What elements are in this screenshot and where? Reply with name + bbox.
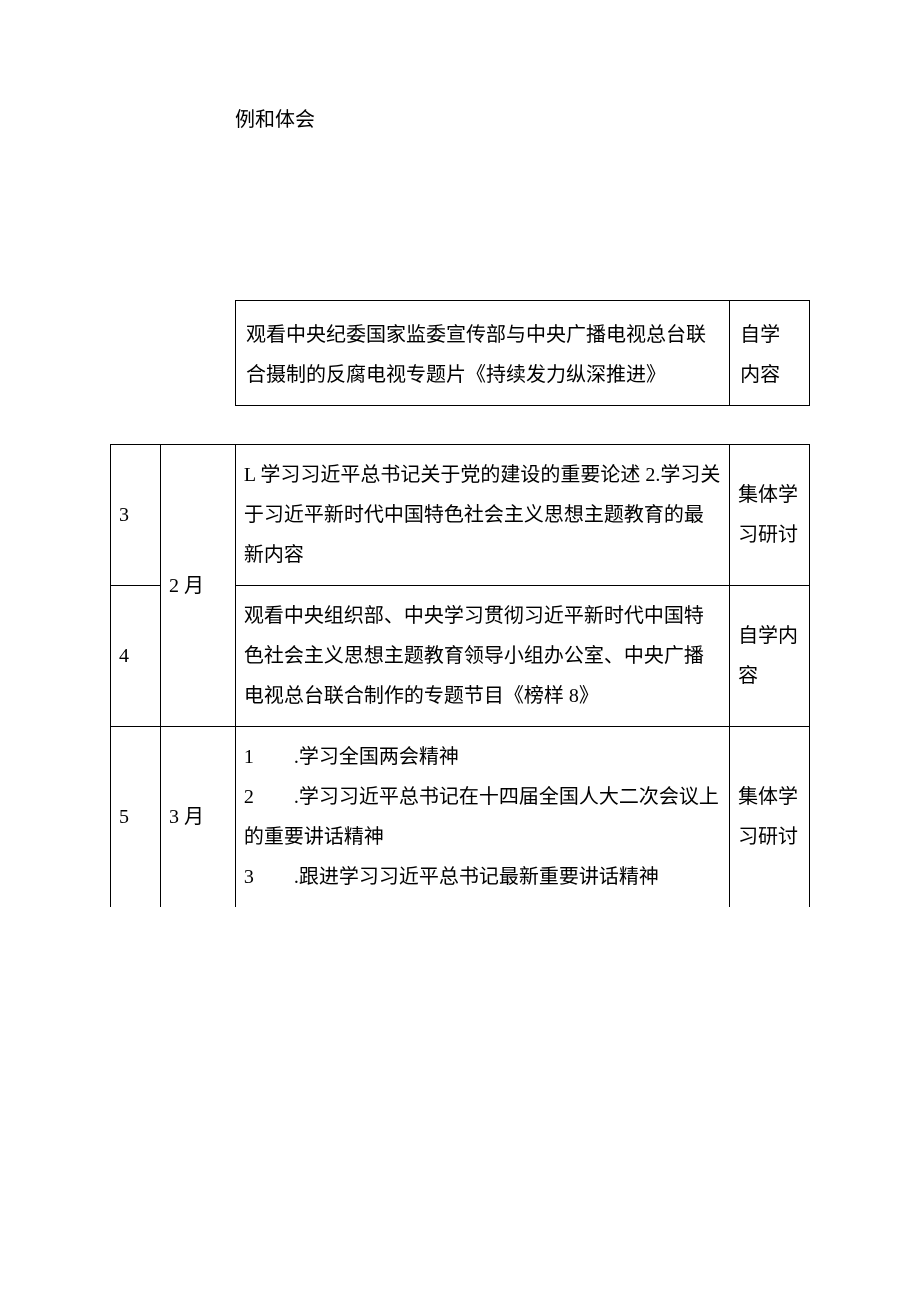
cell-index: 3 (111, 445, 161, 586)
table-row: 3 2 月 L 学习习近平总书记关于党的建设的重要论述 2.学习关于习近平新时代… (111, 445, 810, 586)
cell-month: 3 月 (160, 727, 235, 908)
table-row: 观看中央纪委国家监委宣传部与中央广播电视总台联合摄制的反腐电视专题片《持续发力纵… (236, 301, 810, 406)
cell-content: 观看中央组织部、中央学习贯彻习近平新时代中国特色社会主义思想主题教育领导小组办公… (235, 586, 729, 727)
cell-month: 2 月 (160, 445, 235, 727)
cell-index: 5 (111, 727, 161, 908)
cell-content: 1 .学习全国两会精神 2 .学习习近平总书记在十四届全国人大二次会议上的重要讲… (235, 727, 729, 908)
cell-type: 集体学习研讨 (730, 727, 810, 908)
cell-type: 自学内容 (730, 586, 810, 727)
floating-table: 观看中央纪委国家监委宣传部与中央广播电视总台联合摄制的反腐电视专题片《持续发力纵… (235, 300, 810, 406)
main-table: 3 2 月 L 学习习近平总书记关于党的建设的重要论述 2.学习关于习近平新时代… (110, 444, 810, 907)
cell-index: 4 (111, 586, 161, 727)
table-row: 5 3 月 1 .学习全国两会精神 2 .学习习近平总书记在十四届全国人大二次会… (111, 727, 810, 908)
cell-type: 自学内容 (730, 301, 810, 406)
cell-type: 集体学习研讨 (730, 445, 810, 586)
document-page: 例和体会 观看中央纪委国家监委宣传部与中央广播电视总台联合摄制的反腐电视专题片《… (0, 0, 920, 967)
cell-content: L 学习习近平总书记关于党的建设的重要论述 2.学习关于习近平新时代中国特色社会… (235, 445, 729, 586)
fragment-text: 例和体会 (235, 100, 810, 140)
cell-content: 观看中央纪委国家监委宣传部与中央广播电视总台联合摄制的反腐电视专题片《持续发力纵… (236, 301, 730, 406)
